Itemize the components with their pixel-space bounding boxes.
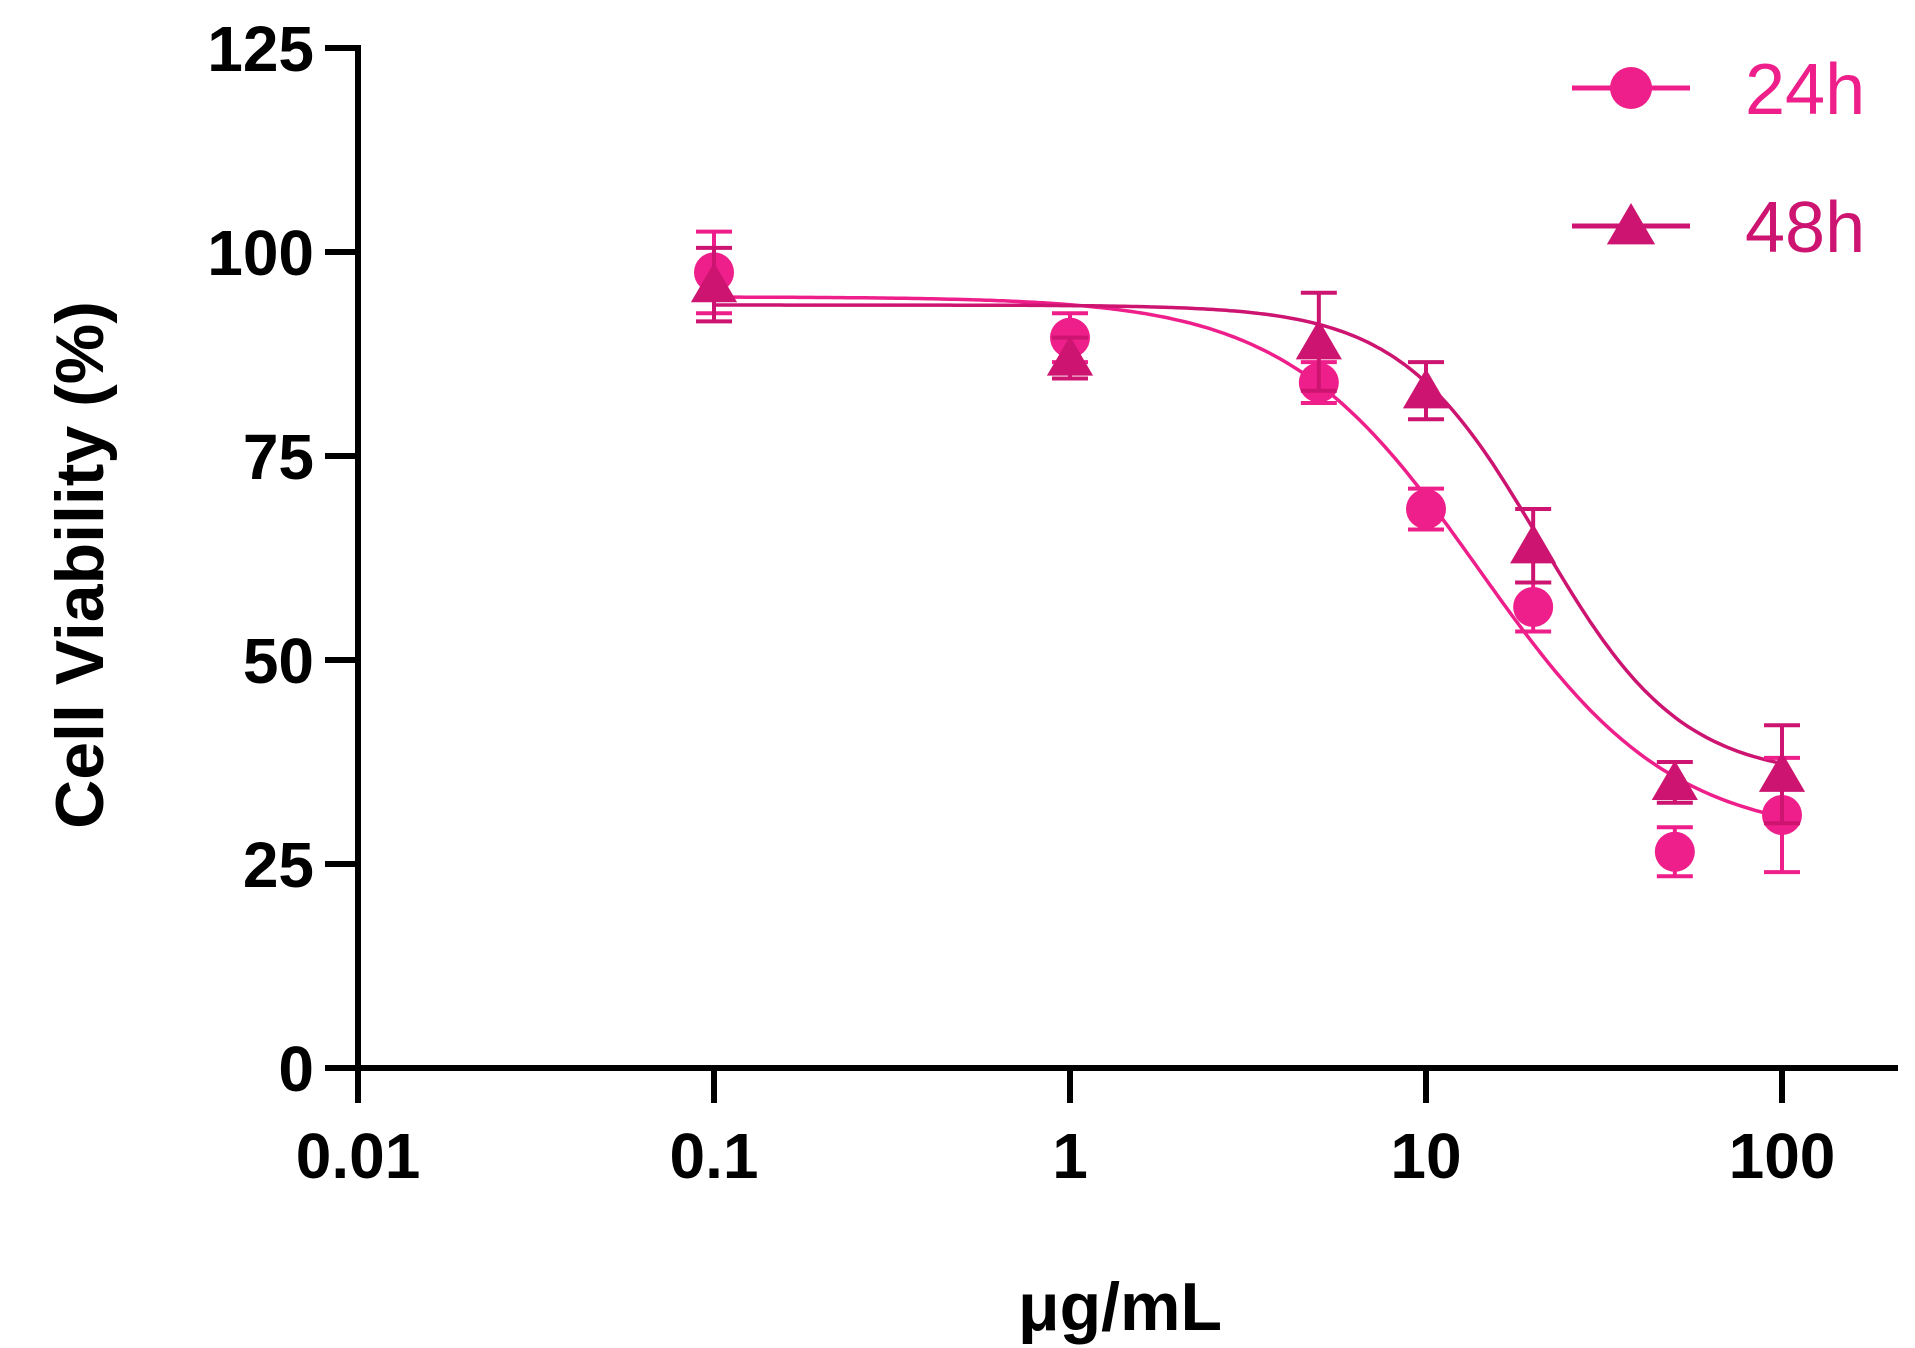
data-point-48h [1510,507,1557,585]
x-tick-label: 100 [1729,1120,1836,1192]
data-point-48h [1402,360,1450,422]
triangle-marker [1651,760,1698,800]
x-tick-label: 0.1 [670,1120,759,1192]
data-point-48h [1758,723,1806,826]
triangle-marker [1510,523,1557,564]
legend-label-48h: 48h [1745,188,1865,268]
x-axis-title: μg/mL [1018,1269,1222,1345]
y-tick-label: 25 [243,829,314,901]
x-tick-label: 1 [1052,1120,1088,1192]
triangle-marker [1758,752,1806,792]
data-point-48h [1651,760,1698,805]
fit-curve-48h [714,303,1783,766]
x-tick-label: 10 [1390,1120,1461,1192]
y-tick-label: 0 [278,1033,314,1105]
data-point-48h [690,245,738,324]
fit-curves [714,295,1783,819]
fit-curve-24h [714,295,1783,819]
y-tick-label: 100 [207,217,314,289]
axes: 0 25 50 75 100 125 0.01 0.1 1 10 100 [207,13,1898,1192]
y-tick-label: 125 [207,13,314,85]
triangle-marker [1046,336,1094,376]
x-tick-label: 0.01 [296,1120,421,1192]
circle-marker [1654,831,1695,872]
triangle-marker [1402,368,1450,409]
y-tick-label: 75 [243,421,314,493]
data-point-48h [1295,290,1342,393]
legend: 24h 48h [1572,50,1865,268]
data-point-48h [1046,335,1094,381]
data-points [690,229,1806,879]
triangle-marker [690,262,738,303]
data-point-24h [1654,825,1695,879]
data-point-24h [1406,486,1446,532]
triangle-marker [1295,319,1342,360]
legend-triangle-marker [1606,203,1656,245]
legend-circle-marker [1610,67,1652,109]
data-point-24h [1513,580,1554,634]
circle-marker [1406,489,1446,530]
y-tick-label: 50 [243,625,314,697]
legend-label-24h: 24h [1745,50,1865,130]
circle-marker [1513,586,1554,627]
y-axis-title: Cell Viability (%) [42,301,118,829]
